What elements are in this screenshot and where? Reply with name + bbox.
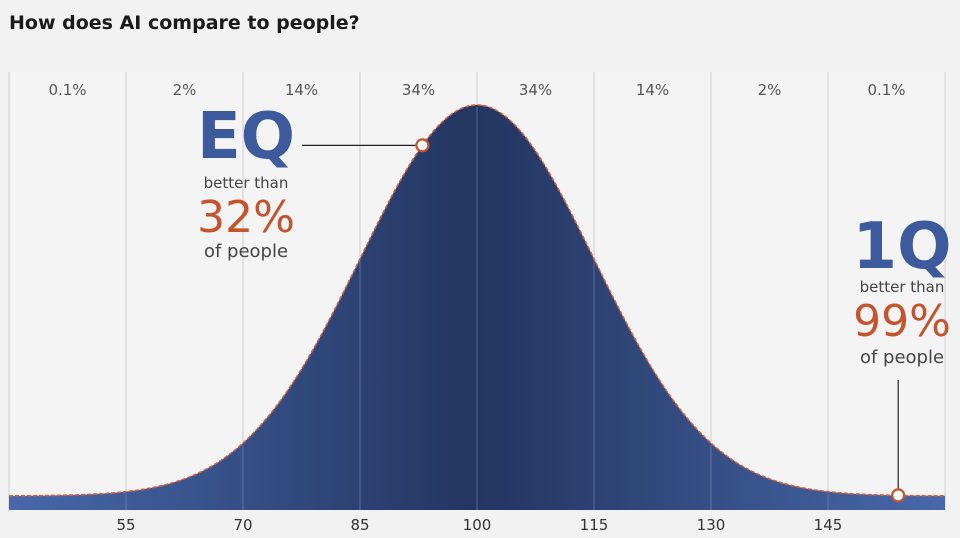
metric-label: EQ xyxy=(197,100,295,174)
band-percentage-label: 14% xyxy=(636,81,669,99)
x-tick-label: 55 xyxy=(116,516,135,534)
metric-label: 1Q xyxy=(853,210,952,284)
score-marker xyxy=(891,488,906,503)
band-percentage-label: 2% xyxy=(173,81,197,99)
band-percentage-label: 34% xyxy=(402,81,435,99)
band-percentage-label: 0.1% xyxy=(48,81,86,99)
percentile-value: 32% xyxy=(197,192,295,243)
band-percentage-label: 0.1% xyxy=(867,81,905,99)
better-than-text: better than xyxy=(860,278,945,296)
chart-title: How does AI compare to people? xyxy=(9,12,360,34)
x-tick-label: 100 xyxy=(463,516,492,534)
better-than-text: better than xyxy=(204,174,289,192)
x-tick-label: 130 xyxy=(697,516,726,534)
of-people-text: of people xyxy=(860,347,944,368)
band-percentage-label: 2% xyxy=(758,81,782,99)
x-tick-label: 145 xyxy=(814,516,843,534)
of-people-text: of people xyxy=(204,241,288,262)
bell-curve-outline xyxy=(8,104,946,497)
x-tick-label: 115 xyxy=(580,516,609,534)
band-percentage-label: 34% xyxy=(519,81,552,99)
band-percentage-label: 14% xyxy=(285,81,318,99)
x-tick-label: 70 xyxy=(233,516,252,534)
score-marker xyxy=(415,138,430,153)
x-tick-label: 85 xyxy=(350,516,369,534)
percentile-value: 99% xyxy=(853,296,951,347)
